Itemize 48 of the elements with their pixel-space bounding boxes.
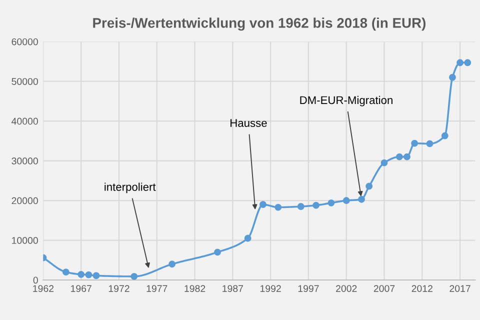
point [85,271,92,278]
point [404,153,410,160]
x-tick-label: 2002 [336,285,357,292]
point [92,272,100,280]
point [62,268,70,276]
annotation: DM-EUR-Migration [300,96,392,106]
point [342,197,350,204]
point [297,203,304,210]
point [274,204,282,211]
point [426,140,434,148]
point [214,248,221,256]
annotation: Hausse [230,119,267,127]
point [464,59,472,66]
point [260,201,266,208]
point [312,202,320,209]
point [78,270,85,278]
y-tick-label: 30000 [12,158,38,164]
point [396,153,403,160]
point [328,199,335,206]
x-tick-label: 1982 [184,285,206,292]
point [380,159,388,166]
y-tick-label: 0 [33,276,38,284]
y-tick-label: 40000 [12,118,38,125]
x-tick-label: 2012 [412,285,432,292]
point [358,196,365,203]
x-tick-label: 1962 [33,285,54,292]
x-tick-label: 1987 [222,285,243,292]
x-tick-label: 1992 [260,285,281,292]
point [130,272,138,280]
y-tick-label: 50000 [12,78,38,85]
chart-title: Preis-/Wertentwicklung von 1962 bis 2018 (in EUR) [93,18,426,31]
x-tick-label: 1972 [108,285,130,292]
x-tick-label: 1977 [146,285,168,292]
x-tick-label: 1997 [298,285,319,292]
x-tick-label: 2017 [450,285,470,292]
y-tick-label: 10000 [12,237,38,244]
point [456,59,464,66]
annotation: interpoliert [104,182,156,194]
x-tick-label: 1967 [71,285,92,292]
point [411,140,418,147]
y-tick-label: 20000 [12,197,38,204]
point [168,260,176,268]
point [441,132,448,140]
x-tick-label: 2007 [374,285,395,292]
point [244,234,252,242]
y-tick-label: 60000 [12,38,38,46]
point [366,182,373,190]
point [448,74,456,81]
